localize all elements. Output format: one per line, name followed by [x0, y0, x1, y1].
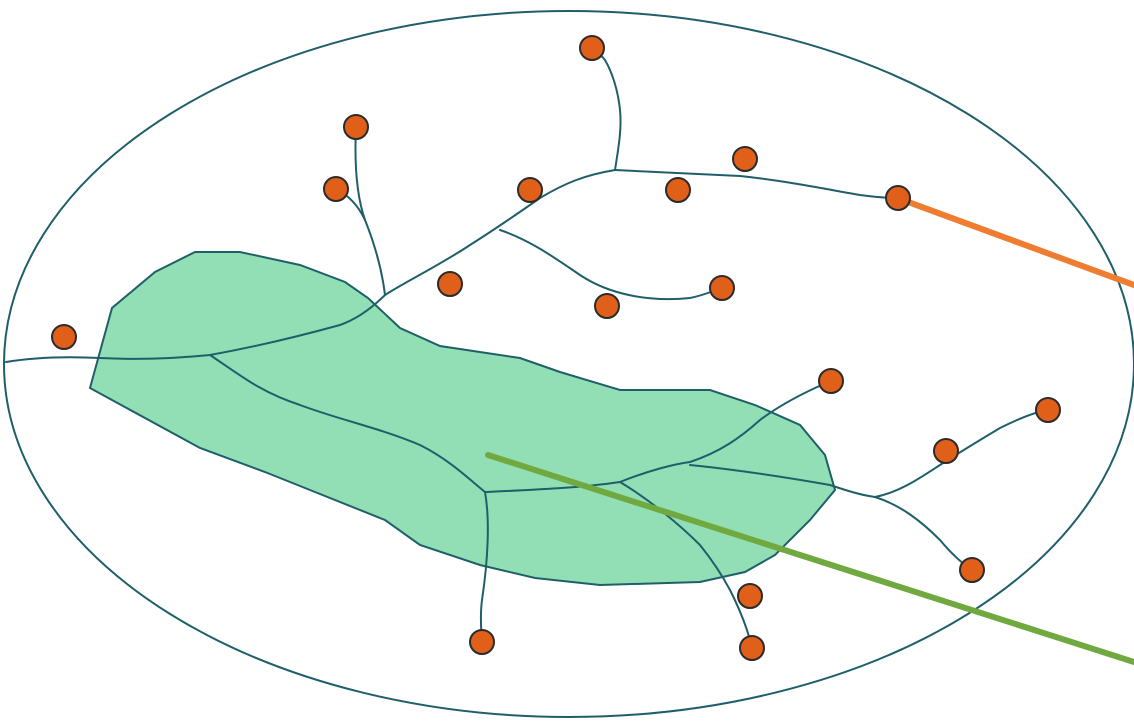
node — [469, 629, 495, 655]
node — [323, 176, 349, 202]
node — [885, 185, 911, 211]
far-east-branch — [874, 409, 1049, 498]
node — [594, 293, 620, 319]
node — [709, 275, 735, 301]
east-branch — [614, 169, 899, 199]
node — [517, 177, 543, 203]
node — [665, 177, 691, 203]
node — [732, 146, 758, 172]
node — [737, 583, 763, 609]
main-stem-upper — [5, 169, 616, 363]
node — [933, 438, 959, 464]
node — [343, 114, 369, 140]
watershed-boundary — [3, 10, 1134, 718]
node — [1035, 397, 1061, 423]
node — [959, 557, 985, 583]
node — [51, 324, 77, 350]
node — [818, 368, 844, 394]
node — [437, 271, 463, 297]
south-east-branch — [874, 496, 973, 571]
lower-main-stem — [209, 354, 621, 493]
highlighted-zone — [88, 251, 837, 587]
north-branch — [591, 47, 622, 171]
stream-network — [5, 47, 1049, 649]
middle-branch — [499, 229, 723, 301]
node — [579, 35, 605, 61]
orange-pointer-line — [897, 196, 1134, 288]
east-lower-stem — [689, 464, 876, 498]
south-west-branch — [479, 491, 489, 643]
green-pointer-line — [485, 452, 1134, 665]
node — [739, 635, 765, 661]
nodes — [51, 35, 1061, 661]
